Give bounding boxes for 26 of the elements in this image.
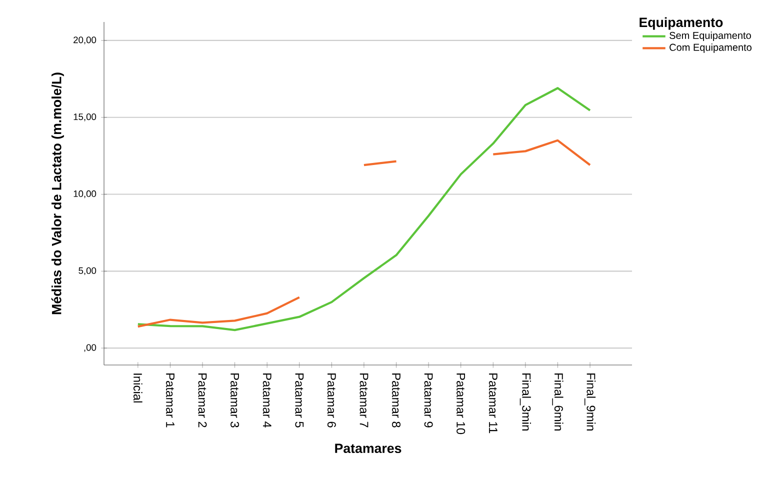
line-series (136, 87, 592, 332)
x-tick-label: Patamar 6 (327, 374, 336, 428)
x-tick-label: Patamar 8 (392, 374, 401, 428)
x-axis-title: Patamares (335, 444, 402, 454)
x-tick-label: Final_6min (552, 374, 564, 430)
x-tick-label: Patamar 1 (166, 374, 174, 428)
x-tick-label: Final_3min (520, 374, 531, 430)
x-tick-label: Patamar 5 (295, 374, 304, 428)
x-tick-label: Patamar 4 (262, 374, 272, 428)
legend-label: Sem Equipamento (670, 32, 751, 41)
x-tick-label: Patamar 10 (456, 374, 466, 434)
y-tick-label: 15,00 (74, 114, 96, 122)
x-tick-label: Final_9min (584, 374, 596, 430)
y-axis-title: Médias do Valor de Lactato (m.mole/L) (51, 72, 64, 314)
x-tick-label: Patamar 11 (488, 374, 498, 434)
y-tick-label: ,00 (84, 344, 96, 352)
x-tick-label: Patamar 9 (424, 374, 433, 428)
y-tick-label: 20,00 (74, 36, 96, 44)
legend-label: Com Equipamento (670, 44, 752, 53)
y-tick-label: 5,00 (78, 267, 96, 276)
x-tick-label: Inicial (134, 374, 142, 402)
y-tick-label: 10,00 (74, 190, 96, 198)
legend-title: Equipamento (640, 17, 723, 30)
x-tick-label: Patamar 3 (230, 374, 240, 428)
x-tick-label: Patamar 7 (360, 374, 368, 428)
x-tick-label: Patamar 2 (198, 374, 207, 428)
